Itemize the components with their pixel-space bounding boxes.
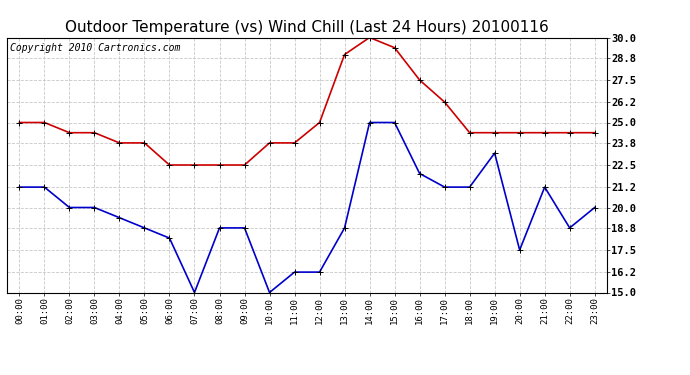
Title: Outdoor Temperature (vs) Wind Chill (Last 24 Hours) 20100116: Outdoor Temperature (vs) Wind Chill (Las… [65,20,549,35]
Text: Copyright 2010 Cartronics.com: Copyright 2010 Cartronics.com [10,43,180,52]
